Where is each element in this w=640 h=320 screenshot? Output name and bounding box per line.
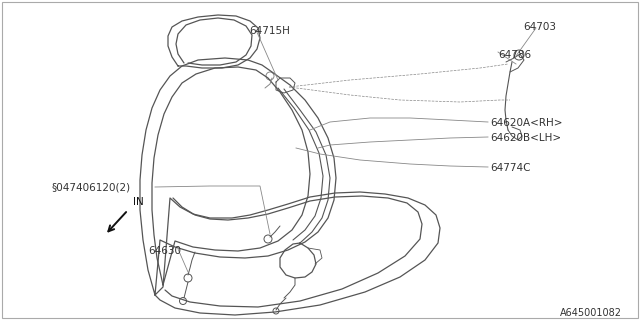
Text: §047406120(2): §047406120(2)	[52, 183, 131, 193]
Text: 64715H: 64715H	[250, 26, 291, 36]
Text: 64620B<LH>: 64620B<LH>	[490, 133, 561, 143]
Text: A645001082: A645001082	[560, 308, 622, 318]
Text: 64703: 64703	[524, 22, 557, 32]
Text: 64630: 64630	[148, 246, 181, 256]
Text: 64786: 64786	[498, 50, 531, 60]
Text: 64620A<RH>: 64620A<RH>	[490, 118, 563, 128]
Text: 64774C: 64774C	[490, 163, 531, 173]
Text: IN: IN	[133, 197, 144, 207]
